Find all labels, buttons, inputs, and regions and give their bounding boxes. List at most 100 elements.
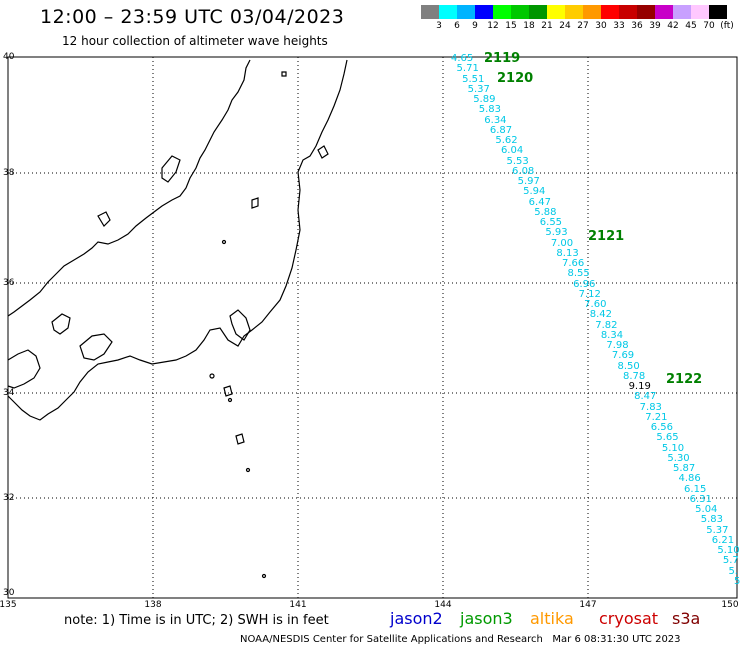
swh-value: 5.10 xyxy=(661,442,685,454)
swh-value: 7.00 xyxy=(550,237,574,249)
swh-value: 5.87 xyxy=(672,463,696,475)
legend-label: 3 xyxy=(436,21,442,31)
cycle-label: 2120 xyxy=(497,71,534,86)
legend-label: 24 xyxy=(559,21,571,31)
swh-value: 5.65 xyxy=(656,432,679,444)
page-title: 12:00 – 23:59 UTC 03/04/2023 xyxy=(40,6,345,28)
legend-swatch xyxy=(655,5,673,19)
lon-label: 138 xyxy=(144,600,162,610)
lon-label: 135 xyxy=(0,600,17,610)
swh-value: 6.08 xyxy=(512,165,535,177)
lat-label: 34 xyxy=(3,388,15,398)
legend-swatch xyxy=(475,5,493,19)
swh-value: 5.04 xyxy=(695,504,718,516)
japan-coastline xyxy=(7,59,348,579)
swh-value: 8.50 xyxy=(617,360,640,372)
legend-label: 18 xyxy=(523,21,535,31)
legend-swatch xyxy=(547,5,565,19)
legend-swatch xyxy=(529,5,547,19)
satellite-jason3: jason3 xyxy=(460,609,513,628)
footer-timestamp: Mar 6 08:31:30 UTC 2023 xyxy=(552,634,681,645)
swh-value: 5.53 xyxy=(506,155,529,167)
legend-swatch xyxy=(583,5,601,19)
swh-value: 5.89 xyxy=(473,94,496,106)
swh-value: 5.83 xyxy=(700,514,723,526)
swh-value: 6.15 xyxy=(684,483,707,495)
swh-value: 7.21 xyxy=(645,411,668,423)
legend-label: 9 xyxy=(472,21,478,31)
swh-value: 6.21 xyxy=(711,534,735,546)
swh-value: 5. xyxy=(728,565,738,577)
swh-value: 7.83 xyxy=(639,401,662,413)
swh-value: 6.87 xyxy=(489,124,513,136)
lon-label: 141 xyxy=(289,600,307,610)
lon-label: 150 xyxy=(721,600,739,610)
legend-swatch xyxy=(457,5,475,19)
legend-swatch xyxy=(493,5,511,19)
lon-label: 147 xyxy=(579,600,597,610)
satellite-altika: altika xyxy=(530,609,574,628)
swh-value: 9.19 xyxy=(628,381,651,393)
swh-value: 8.13 xyxy=(556,247,579,259)
swh-value: 7.60 xyxy=(584,299,607,311)
swh-value: 4.86 xyxy=(678,473,701,485)
lat-label: 32 xyxy=(3,493,15,503)
cycle-label: 2122 xyxy=(666,372,703,387)
units-note: note: 1) Time is in UTC; 2) SWH is in fe… xyxy=(64,613,329,628)
legend-label: 33 xyxy=(613,21,625,31)
swh-value: 5.10 xyxy=(717,545,740,557)
footer-organization: NOAA/NESDIS Center for Satellite Applica… xyxy=(240,634,543,645)
legend-label: 6 xyxy=(454,21,460,31)
swh-value: 8.47 xyxy=(634,391,657,403)
legend-swatch xyxy=(637,5,655,19)
legend-swatch xyxy=(601,5,619,19)
swh-value: 5.51 xyxy=(462,73,485,85)
footer-credit: NOAA/NESDIS Center for Satellite Applica… xyxy=(240,634,681,645)
swh-value: 5.7 xyxy=(722,555,739,567)
satellite-jason2: jason2 xyxy=(390,609,443,628)
swh-value: 5.88 xyxy=(534,206,557,218)
legend-label: 45 xyxy=(685,21,697,31)
swh-value: 5.62 xyxy=(495,135,518,147)
swh-value: 5.83 xyxy=(478,104,501,116)
legend-swatch xyxy=(421,5,439,19)
color-legend-labels: 3 6 9 12 15 18 21 24 27 30 33 36 39 42 45 70 (ft) xyxy=(421,21,740,33)
graticule xyxy=(8,57,737,598)
legend-swatch xyxy=(565,5,583,19)
lat-label: 40 xyxy=(3,52,15,62)
swh-value: 6.56 xyxy=(650,422,674,434)
swh-value: 6.34 xyxy=(484,114,507,126)
legend-label: 27 xyxy=(577,21,589,31)
swh-value: 5.94 xyxy=(523,186,546,198)
swh-value: 7.12 xyxy=(578,288,601,300)
swh-value: 6.47 xyxy=(528,196,551,208)
legend-label: 70 xyxy=(703,21,715,31)
swh-value: 8.55 xyxy=(567,268,590,280)
legend-swatch xyxy=(511,5,529,19)
swh-value: 8.34 xyxy=(600,329,624,341)
legend-label: 21 xyxy=(541,21,553,31)
legend-swatch xyxy=(619,5,637,19)
satellite-s3a: s3a xyxy=(672,609,701,628)
swh-value: 7.82 xyxy=(595,319,618,331)
satellite-cryosat: cryosat xyxy=(599,609,659,628)
swh-value: 5.37 xyxy=(706,524,729,536)
legend-label: 12 xyxy=(487,21,499,31)
swh-value: 4.65 xyxy=(451,53,474,64)
swh-value: 7.66 xyxy=(561,258,585,270)
swh-value: 6.04 xyxy=(500,145,524,157)
swh-value: 6.96 xyxy=(573,278,596,290)
lat-label: 38 xyxy=(3,168,15,178)
swh-value: 5.37 xyxy=(467,83,490,95)
legend-label: (ft) xyxy=(720,21,734,31)
legend-label: 15 xyxy=(505,21,517,31)
lat-label: 36 xyxy=(3,278,15,288)
lat-label: 30 xyxy=(3,588,15,598)
legend-swatch xyxy=(709,5,727,19)
swh-value: 8.78 xyxy=(623,370,646,382)
legend-swatch xyxy=(673,5,691,19)
swh-value: 6.31 xyxy=(689,493,712,505)
swh-value: 5.71 xyxy=(456,63,479,75)
legend-swatch xyxy=(691,5,709,19)
